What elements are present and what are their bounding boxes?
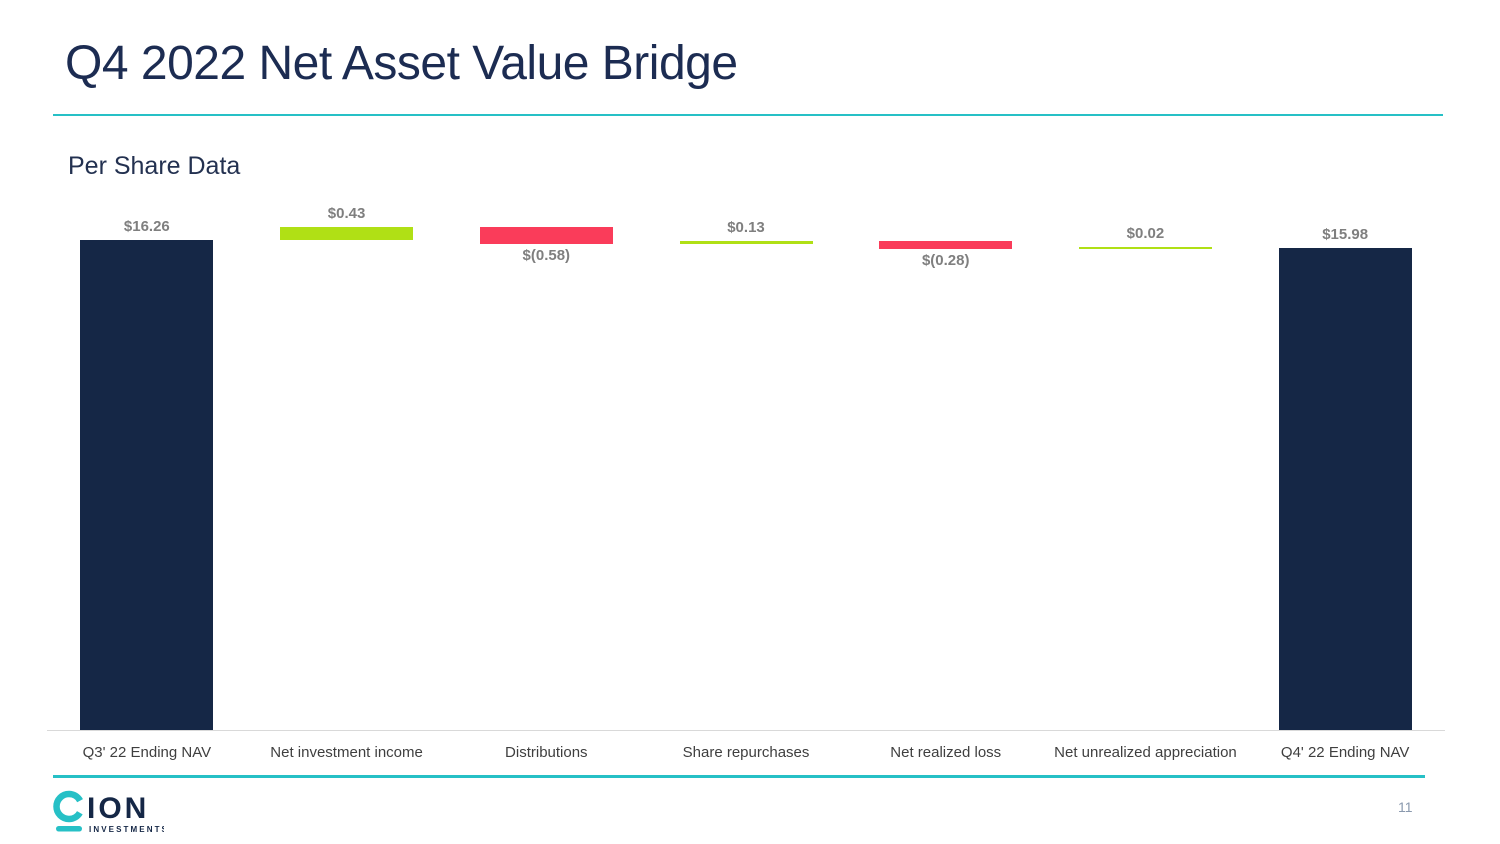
cion-logo-graphic: ION INVESTMENTS <box>53 790 167 834</box>
footer-divider <box>53 775 1425 778</box>
bar-value-net-unrealized-appreciation: $0.02 <box>1126 225 1165 243</box>
logo-c-icon <box>53 790 85 823</box>
bar-q4-22-ending-nav <box>1278 248 1412 731</box>
x-axis-labels: Q3' 22 Ending NAV Net investment income Di… <box>47 744 1445 761</box>
bar-net-investment-income <box>280 226 414 240</box>
axis-label-net-investment-income: Net investment income <box>270 744 423 761</box>
bar-distributions <box>479 226 613 245</box>
bar-value-q4-22-ending-nav: $15.98 <box>1322 226 1369 244</box>
page-title: Q4 2022 Net Asset Value Bridge <box>65 37 738 90</box>
axis-label-distributions: Distributions <box>505 744 588 761</box>
logo-dash-icon <box>56 826 82 832</box>
logo-investments-text: INVESTMENTS <box>89 825 164 834</box>
bar-value-net-investment-income: $0.43 <box>327 204 366 222</box>
bar-share-repurchases <box>679 240 813 245</box>
axis-label-q4-22-ending-nav: Q4' 22 Ending NAV <box>1280 744 1410 761</box>
bar-net-realized-loss <box>879 240 1013 250</box>
chart-subtitle: Per Share Data <box>68 152 241 180</box>
page-number: 11 <box>1398 799 1413 815</box>
cion-logo: ION INVESTMENTS <box>52 790 167 843</box>
bar-net-unrealized-appreciation <box>1078 247 1212 250</box>
axis-label-share-repurchases: Share repurchases <box>682 744 810 761</box>
bar-value-distributions: $(0.58) <box>522 247 571 265</box>
x-axis-line <box>47 730 1445 731</box>
title-divider <box>53 114 1443 116</box>
axis-label-net-unrealized-appreciation: Net unrealized appreciation <box>1054 744 1237 761</box>
bar-q3-22-ending-nav <box>80 239 214 731</box>
bar-value-q3-22-ending-nav: $16.26 <box>123 217 170 235</box>
bar-value-net-realized-loss: $(0.28) <box>921 252 970 269</box>
nav-bridge-chart: $16.26 $0.43 $(0.58) $0.13 $(0.28) $0.02 $15.9… <box>47 190 1445 731</box>
logo-ion-text: ION <box>87 792 149 825</box>
axis-label-q3-22-ending-nav: Q3' 22 Ending NAV <box>82 744 212 761</box>
bar-value-share-repurchases: $0.13 <box>727 218 765 236</box>
axis-label-net-realized-loss: Net realized loss <box>890 744 1002 761</box>
